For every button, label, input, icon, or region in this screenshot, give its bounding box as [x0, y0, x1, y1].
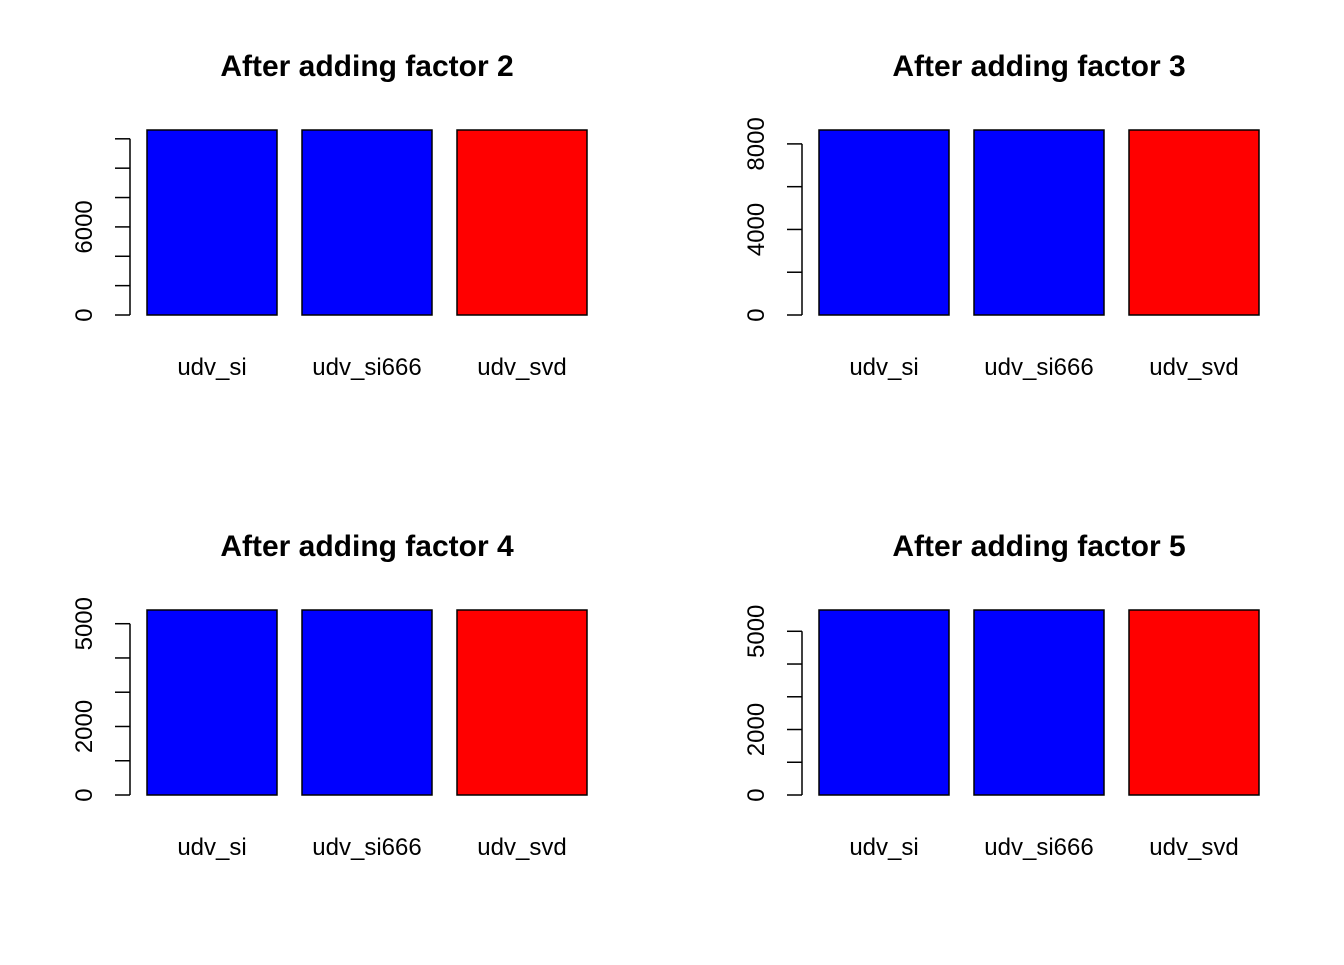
chart-panel-2: After adding factor 2 udv_si udv_si666 udv_… [71, 50, 588, 381]
bar-udv-si [146, 129, 278, 316]
category-label: udv_si [177, 354, 246, 381]
bar-udv-svd [1128, 129, 1260, 316]
y-tick-label: 0 [71, 308, 98, 321]
bar-udv-si666 [301, 129, 433, 316]
category-label: udv_si [177, 834, 246, 861]
y-tick-label: 0 [743, 788, 770, 801]
chart-title: After adding factor 4 [220, 530, 514, 563]
category-label: udv_svd [1149, 354, 1238, 381]
bar-udv-si [146, 609, 278, 796]
category-label: udv_svd [477, 354, 566, 381]
chart-panel-4: After adding factor 4 udv_si udv_si666 udv_… [71, 530, 588, 861]
category-label: udv_si666 [984, 834, 1093, 861]
chart-title: After adding factor 3 [892, 50, 1185, 83]
y-tick-label: 5000 [743, 605, 770, 658]
y-tick-label: 2000 [743, 703, 770, 756]
chart-panel-5: After adding factor 5 udv_si udv_si666 udv_… [743, 530, 1260, 861]
category-label: udv_si666 [984, 354, 1093, 381]
chart-title: After adding factor 2 [220, 50, 513, 83]
bar-udv-si666 [973, 129, 1105, 316]
chart-title: After adding factor 5 [892, 530, 1185, 563]
bar-udv-svd [1128, 609, 1260, 796]
category-label: udv_si666 [312, 354, 421, 381]
category-label: udv_si [849, 834, 918, 861]
chart-panel-3: After adding factor 3 udv_si udv_si666 udv_… [743, 50, 1260, 381]
bar-udv-si666 [973, 609, 1105, 796]
y-tick-label: 5000 [71, 597, 98, 650]
bar-udv-svd [456, 129, 588, 316]
y-tick-label: 4000 [743, 203, 770, 256]
y-tick-label: 2000 [71, 700, 98, 753]
category-label: udv_svd [1149, 834, 1238, 861]
y-tick-label: 6000 [71, 200, 98, 253]
category-label: udv_si666 [312, 834, 421, 861]
y-tick-label: 0 [71, 788, 98, 801]
category-label: udv_si [849, 354, 918, 381]
bar-udv-si [818, 609, 950, 796]
bar-udv-si666 [301, 609, 433, 796]
bar-udv-si [818, 129, 950, 316]
y-tick-label: 8000 [743, 117, 770, 170]
y-tick-label: 0 [743, 308, 770, 321]
category-label: udv_svd [477, 834, 566, 861]
bar-udv-svd [456, 609, 588, 796]
